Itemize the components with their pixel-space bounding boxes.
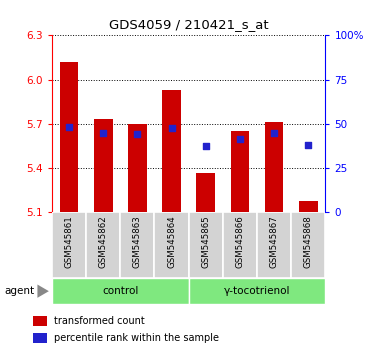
Text: percentile rank within the sample: percentile rank within the sample [54, 333, 219, 343]
Bar [196, 172, 215, 212]
Text: agent: agent [4, 286, 34, 296]
Bar [162, 90, 181, 212]
Text: GSM545863: GSM545863 [133, 216, 142, 268]
Bar [33, 316, 47, 326]
Text: transformed count: transformed count [54, 316, 145, 326]
Text: GSM545867: GSM545867 [270, 216, 279, 268]
Bar [52, 212, 86, 278]
Bar [189, 212, 223, 278]
Bar [257, 212, 291, 278]
Bar [94, 119, 113, 212]
Text: GSM545862: GSM545862 [99, 216, 108, 268]
Point [237, 136, 243, 142]
Text: GSM545868: GSM545868 [304, 216, 313, 268]
Bar [60, 62, 79, 212]
Point [100, 130, 106, 136]
Point [305, 142, 311, 147]
Point [66, 124, 72, 130]
Text: GSM545865: GSM545865 [201, 216, 210, 268]
Text: γ-tocotrienol: γ-tocotrienol [224, 286, 290, 296]
Bar [291, 212, 325, 278]
Bar [223, 212, 257, 278]
Bar [264, 122, 283, 212]
Point [134, 131, 141, 137]
Bar [154, 212, 189, 278]
Bar [189, 278, 325, 304]
Bar [128, 124, 147, 212]
Text: GSM545864: GSM545864 [167, 216, 176, 268]
Bar [86, 212, 120, 278]
Text: control: control [102, 286, 139, 296]
Bar [299, 201, 318, 212]
Text: GSM545866: GSM545866 [235, 216, 244, 268]
Point [271, 130, 277, 136]
Text: GSM545861: GSM545861 [65, 216, 74, 268]
Polygon shape [37, 285, 49, 298]
Bar [52, 278, 189, 304]
Bar [231, 131, 249, 212]
Title: GDS4059 / 210421_s_at: GDS4059 / 210421_s_at [109, 18, 268, 32]
Bar [33, 333, 47, 343]
Point [203, 143, 209, 149]
Bar [120, 212, 154, 278]
Point [169, 125, 175, 131]
